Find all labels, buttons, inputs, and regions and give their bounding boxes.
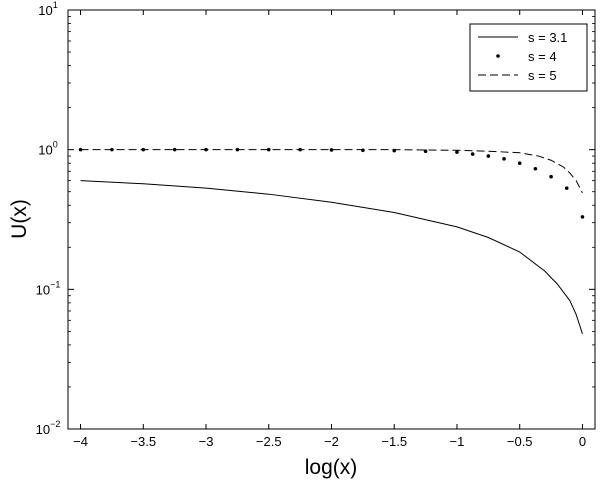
data-point bbox=[564, 186, 569, 190]
data-point bbox=[455, 150, 459, 154]
data-point bbox=[423, 149, 428, 154]
x-tick-label: −3.5 bbox=[130, 434, 156, 449]
data-point bbox=[549, 174, 553, 179]
x-tick-label: −2 bbox=[324, 434, 339, 449]
y-tick-label: 10−1 bbox=[36, 279, 61, 297]
data-point bbox=[172, 147, 177, 152]
data-marks bbox=[78, 147, 585, 335]
x-tick-label: −1 bbox=[450, 434, 465, 449]
x-tick-label: −0.5 bbox=[507, 434, 533, 449]
data-point bbox=[266, 147, 271, 152]
data-point bbox=[533, 166, 538, 171]
y-axis: 10−2 10−1 100 101 bbox=[36, 0, 595, 437]
data-point bbox=[517, 161, 522, 166]
x-tick-label: 0 bbox=[579, 434, 586, 449]
y-tick-label: 101 bbox=[38, 0, 57, 18]
legend: s = 3.1 s = 4 s = 5 bbox=[469, 23, 588, 92]
x-tick-label: −2.5 bbox=[256, 434, 282, 449]
x-tick-label: −4 bbox=[73, 434, 88, 449]
data-point bbox=[78, 147, 83, 152]
series-s5-line bbox=[80, 149, 583, 194]
x-tick-label: −1.5 bbox=[381, 434, 407, 449]
data-point bbox=[502, 157, 506, 161]
data-point bbox=[470, 152, 475, 156]
series-s3-1-line bbox=[80, 180, 583, 335]
legend-marker-dot bbox=[496, 54, 500, 58]
data-point bbox=[361, 148, 365, 153]
x-axis: −4 −3.5 −3 −2.5 −2 −1.5 −1 −0.5 0 bbox=[73, 10, 586, 449]
y-tick-label: 10−2 bbox=[36, 419, 61, 437]
legend-label: s = 3.1 bbox=[528, 30, 567, 45]
data-point bbox=[580, 215, 585, 219]
data-point bbox=[329, 148, 334, 152]
x-axis-label: log(x) bbox=[305, 456, 358, 479]
legend-label: s = 4 bbox=[528, 49, 557, 64]
x-tick-label: −3 bbox=[199, 434, 214, 449]
legend-label: s = 5 bbox=[528, 68, 557, 83]
y-tick-label: 100 bbox=[38, 140, 57, 158]
legend-box bbox=[469, 23, 588, 92]
data-point bbox=[486, 154, 491, 158]
y-axis-label: U(x) bbox=[8, 199, 31, 239]
